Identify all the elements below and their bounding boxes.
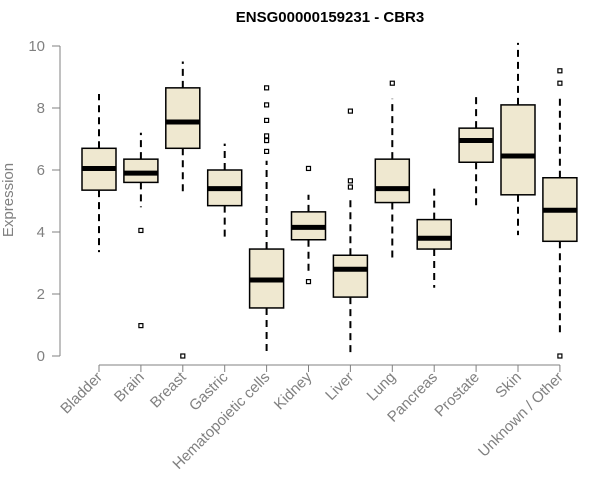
box-bladder: [81, 94, 117, 253]
y-tick-label: 6: [37, 162, 45, 179]
outlier-point: [557, 80, 563, 86]
box-series: [81, 42, 578, 359]
outlier-point: [347, 178, 353, 184]
category-label: Prostate: [431, 369, 483, 421]
outlier-point: [264, 117, 270, 124]
category-label: Breast: [147, 368, 190, 411]
box-kidney: [290, 165, 327, 285]
y-tick-label: 2: [37, 286, 45, 303]
y-tick-label: 10: [28, 38, 45, 55]
outlier-point: [264, 137, 270, 144]
outlier-point: [557, 353, 563, 359]
chart-title: ENSG00000159231 - CBR3: [236, 9, 424, 26]
outlier-point: [264, 85, 270, 91]
y-tick-label: 4: [37, 224, 45, 241]
outlier-point: [264, 102, 270, 108]
category-label: Lung: [364, 369, 400, 405]
category-label: Kidney: [271, 368, 316, 413]
outlier-point: [138, 323, 144, 329]
category-label: Bladder: [57, 369, 106, 418]
box-liver: [332, 108, 369, 356]
y-axis: 0 2 4 6 8 10: [28, 38, 61, 365]
outlier-point: [264, 133, 270, 139]
box-breast: [165, 61, 201, 359]
category-label: Liver: [322, 369, 357, 404]
outlier-point: [557, 68, 563, 74]
box-iqr: [165, 87, 201, 150]
box-pancreas: [416, 188, 452, 288]
x-axis: [98, 364, 561, 372]
box-unknown-other: [542, 68, 578, 359]
box-iqr: [416, 218, 452, 250]
box-iqr: [332, 254, 369, 298]
category-label: Skin: [492, 369, 525, 402]
outlier-point: [180, 353, 186, 359]
category-label: Brain: [111, 369, 148, 406]
box-iqr: [374, 158, 411, 204]
box-hematopoietic-cells: [248, 85, 285, 356]
box-iqr: [458, 127, 494, 163]
box-prostate: [458, 97, 494, 208]
outlier-point: [264, 148, 270, 154]
outlier-point: [389, 80, 395, 86]
box-lung: [374, 80, 411, 259]
y-tick-label: 8: [37, 100, 45, 117]
outlier-point: [347, 108, 353, 114]
box-skin: [500, 42, 536, 236]
box-gastric: [206, 143, 243, 237]
y-axis-label: Expression: [0, 163, 17, 237]
box-iqr: [500, 104, 536, 196]
y-tick-label: 0: [37, 348, 45, 365]
outlier-point: [138, 227, 144, 234]
outlier-point: [305, 165, 312, 172]
outlier-point: [347, 184, 353, 190]
outlier-point: [305, 279, 312, 285]
box-brain: [123, 132, 159, 329]
